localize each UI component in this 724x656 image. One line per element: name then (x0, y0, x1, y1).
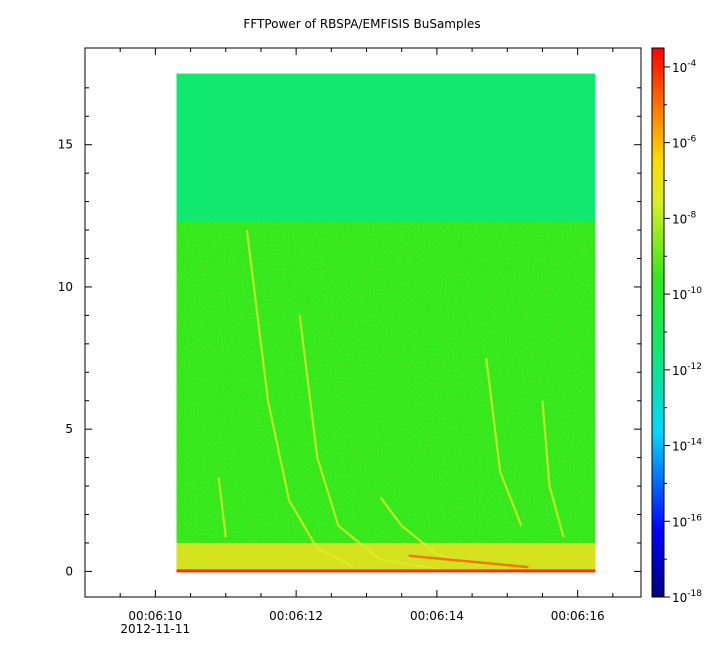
colorbar-tick-label: 10-12 (672, 362, 702, 378)
x-tick-label: 00:06:14 (410, 609, 464, 623)
colorbar-tick-label: 10-14 (672, 438, 702, 454)
y-tick-label: 15 (58, 138, 73, 152)
y-tick-label: 10 (58, 280, 73, 294)
x-tick-label: 00:06:12 (269, 609, 323, 623)
spectrogram-image (176, 73, 596, 573)
baseline-strip (176, 569, 596, 573)
upper-band (176, 73, 596, 222)
whistler-trace (298, 315, 438, 570)
noise-texture (176, 221, 596, 572)
colorbar-axis: 10-4 10-6 10-8 10-10 10-12 10-14 10-16 10-18 (664, 59, 702, 605)
whistler-trace (541, 400, 565, 538)
x-tick-label: 00:06:10 (128, 609, 182, 623)
colorbar-tick-label: 10-18 (672, 589, 702, 605)
colorbar-tick-label: 10-6 (672, 135, 697, 151)
colorbar-tick-label: 10-4 (672, 59, 697, 75)
chart-title: FFTPower of RBSPA/EMFISIS BuSamples (243, 17, 481, 31)
colorbar-tick-label: 10-16 (672, 513, 702, 529)
colorbar-tick-label: 10-10 (672, 286, 702, 302)
y-tick-label: 0 (65, 564, 73, 578)
whistler-trace (217, 477, 227, 538)
y-tick-label: 5 (65, 422, 73, 436)
x-tick-date-label: 2012-11-11 (120, 622, 190, 636)
whistler-trace (408, 554, 529, 569)
colorbar-tick-label: 10-8 (672, 210, 697, 226)
whistler-trace (485, 357, 523, 527)
low-frequency-floor (176, 542, 596, 572)
x-tick-label: 00:06:16 (551, 609, 605, 623)
y-axis: 0 5 10 15 (58, 87, 641, 578)
whistler-trace (245, 229, 353, 567)
colorbar (651, 47, 665, 598)
